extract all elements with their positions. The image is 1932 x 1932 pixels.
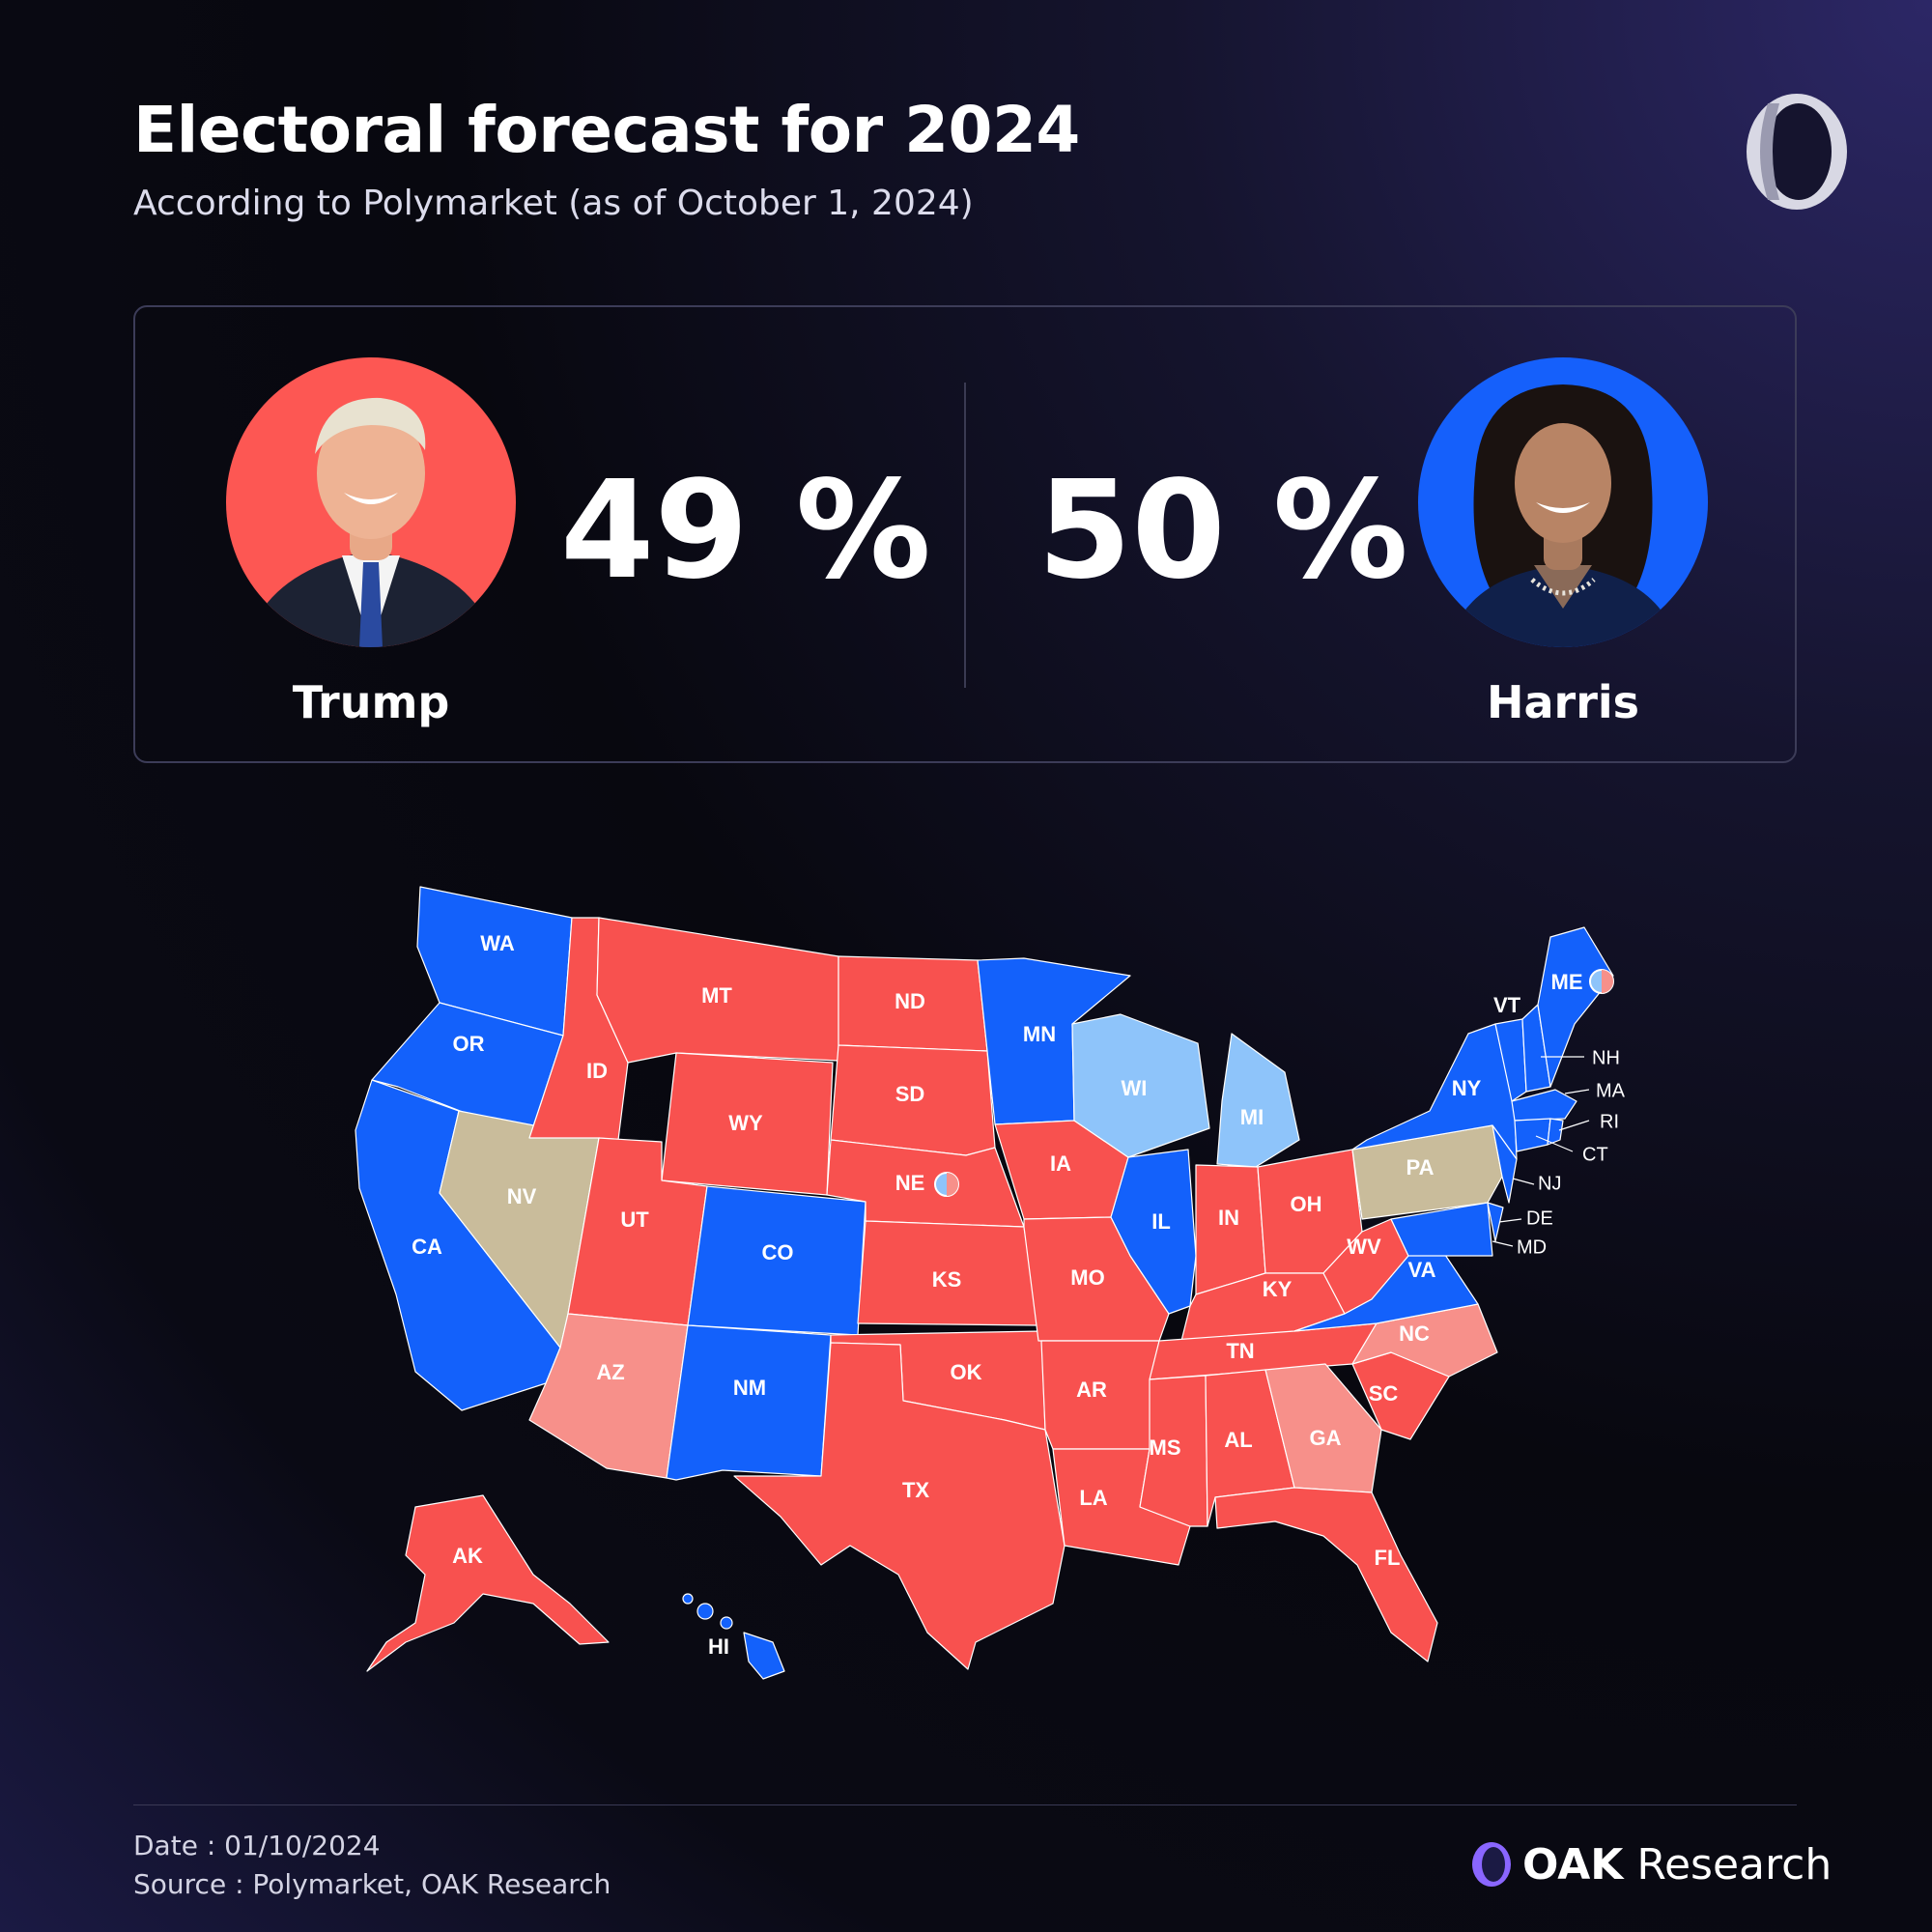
state-il: [1110, 1149, 1197, 1315]
trump-avatar: [226, 357, 516, 647]
label-nm: NM: [733, 1376, 766, 1400]
label-hi: HI: [708, 1634, 729, 1659]
us-electoral-map: WA OR CA NV ID MT WY UT CO AZ NM ND SD N…: [355, 886, 1626, 1680]
state-fl: [1214, 1487, 1438, 1662]
label-nd: ND: [895, 989, 925, 1013]
brand-name: OAK Research: [1522, 1839, 1833, 1889]
label-ok: OK: [951, 1360, 982, 1384]
label-co: CO: [762, 1240, 794, 1264]
label-de: DE: [1526, 1208, 1553, 1229]
label-al: AL: [1224, 1428, 1252, 1452]
label-sc: SC: [1369, 1381, 1399, 1406]
hi-island-1: [696, 1603, 714, 1620]
label-ca: CA: [412, 1235, 442, 1259]
label-tx: TX: [902, 1478, 929, 1502]
label-ga: GA: [1310, 1426, 1342, 1450]
state-ga: [1264, 1363, 1382, 1493]
state-de: [1487, 1202, 1504, 1242]
state-me: [1537, 926, 1614, 1088]
label-nj: NJ: [1538, 1173, 1561, 1194]
label-ms: MS: [1150, 1435, 1181, 1460]
label-ny: NY: [1452, 1076, 1482, 1100]
label-wv: WV: [1347, 1235, 1381, 1259]
state-mi: [1216, 1033, 1300, 1168]
label-ak: AK: [452, 1544, 483, 1568]
panel-divider: [964, 383, 966, 688]
forecast-panel: [133, 305, 1797, 763]
footer-source: Source : Polymarket, OAK Research: [133, 1868, 611, 1900]
label-id: ID: [586, 1059, 608, 1083]
state-md: [1390, 1202, 1493, 1257]
footer-date: Date : 01/10/2024: [133, 1830, 381, 1861]
state-ct: [1514, 1118, 1551, 1152]
label-wa: WA: [480, 931, 515, 955]
state-ma: [1511, 1089, 1577, 1122]
label-mn: MN: [1023, 1022, 1056, 1046]
state-nm: [666, 1324, 832, 1481]
label-nh: NH: [1592, 1047, 1620, 1068]
label-ks: KS: [932, 1267, 962, 1292]
label-ut: UT: [620, 1208, 649, 1232]
oak-brand-icon: [1472, 1842, 1511, 1887]
trump-percent: 49 %: [560, 452, 931, 610]
label-wy: WY: [728, 1111, 763, 1135]
page-subtitle: According to Polymarket (as of October 1…: [133, 184, 974, 223]
oak-research-brand: OAK Research: [1470, 1835, 1832, 1893]
callout-lines: [1492, 1056, 1590, 1247]
hi-island-3: [682, 1593, 694, 1605]
hi-island-2: [720, 1616, 733, 1630]
label-nc: NC: [1399, 1321, 1430, 1346]
state-ak: [366, 1494, 610, 1672]
state-wi: [1071, 1013, 1210, 1158]
label-ri: RI: [1600, 1111, 1619, 1132]
label-pa: PA: [1406, 1155, 1435, 1179]
label-in: IN: [1218, 1206, 1239, 1230]
state-shapes: [355, 886, 1614, 1680]
trump-name: Trump: [292, 676, 450, 728]
label-ne: NE: [895, 1171, 925, 1195]
label-mi: MI: [1240, 1105, 1264, 1129]
state-ri: [1547, 1118, 1564, 1146]
label-me: ME: [1551, 970, 1583, 994]
harris-name: Harris: [1486, 676, 1640, 728]
label-oh: OH: [1291, 1192, 1322, 1216]
harris-avatar: [1418, 357, 1708, 647]
split-markers: [934, 969, 1614, 1197]
label-vt: VT: [1493, 993, 1521, 1017]
label-mo: MO: [1070, 1265, 1104, 1290]
label-il: IL: [1151, 1209, 1171, 1234]
label-fl: FL: [1375, 1546, 1401, 1570]
harris-percent: 50 %: [1037, 452, 1408, 610]
footer-divider: [133, 1804, 1797, 1805]
page-title: Electoral forecast for 2024: [133, 93, 1080, 167]
label-or: OR: [453, 1032, 485, 1056]
label-md: MD: [1517, 1236, 1547, 1258]
label-tn: TN: [1226, 1339, 1254, 1363]
label-sd: SD: [895, 1082, 925, 1106]
label-wi: WI: [1122, 1076, 1148, 1100]
label-va: VA: [1408, 1258, 1436, 1282]
label-mt: MT: [701, 983, 732, 1008]
state-in: [1195, 1164, 1266, 1295]
label-az: AZ: [596, 1360, 624, 1384]
label-ky: KY: [1263, 1277, 1293, 1301]
label-ia: IA: [1050, 1151, 1071, 1176]
label-la: LA: [1079, 1486, 1107, 1510]
state-tx: [733, 1342, 1065, 1670]
label-ma: MA: [1596, 1080, 1626, 1101]
state-nj: [1492, 1124, 1518, 1204]
state-labels: WA OR CA NV ID MT WY UT CO AZ NM ND SD N…: [412, 931, 1626, 1659]
oak-logo-icon: [1747, 94, 1847, 210]
label-nv: NV: [507, 1184, 537, 1208]
label-ar: AR: [1076, 1378, 1107, 1402]
label-ct: CT: [1582, 1144, 1608, 1165]
state-hi: [743, 1632, 785, 1680]
